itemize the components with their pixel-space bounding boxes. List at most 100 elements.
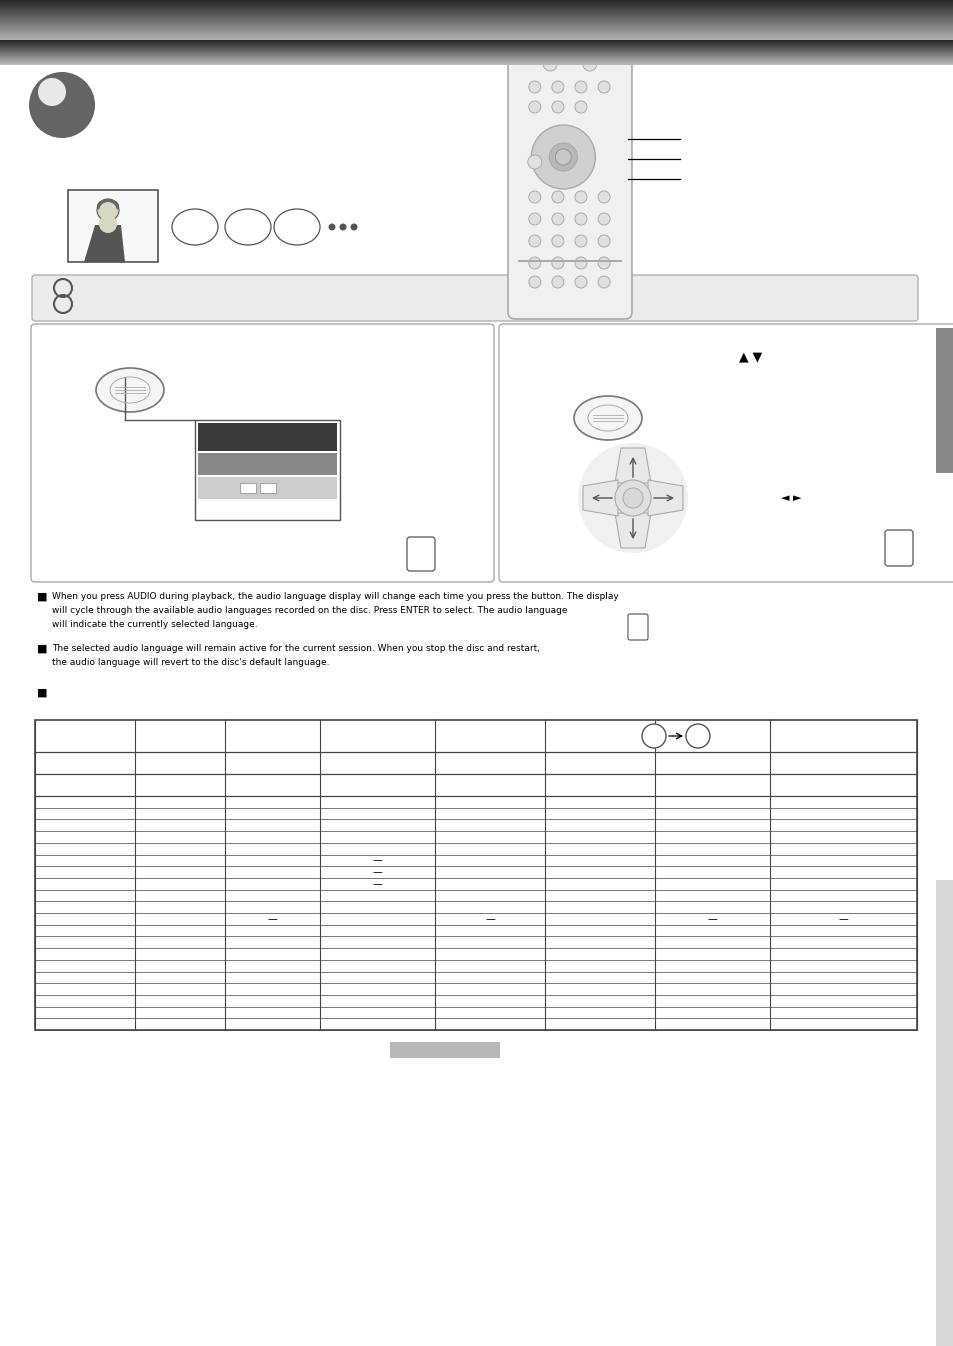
Circle shape	[575, 101, 586, 113]
Circle shape	[47, 90, 77, 120]
Circle shape	[38, 78, 66, 106]
Ellipse shape	[225, 209, 271, 245]
Circle shape	[38, 81, 86, 129]
Circle shape	[51, 94, 73, 116]
Bar	[68, 190, 158, 262]
Circle shape	[552, 276, 563, 288]
Circle shape	[99, 215, 117, 233]
Circle shape	[542, 57, 557, 71]
Ellipse shape	[96, 367, 164, 412]
Circle shape	[339, 223, 346, 230]
Circle shape	[35, 78, 89, 132]
Circle shape	[57, 101, 67, 109]
Circle shape	[328, 223, 335, 230]
Text: will indicate the currently selected language.: will indicate the currently selected lan…	[52, 621, 257, 629]
Bar	[655, 752, 769, 774]
Circle shape	[552, 257, 563, 269]
Text: —: —	[373, 879, 382, 888]
Circle shape	[552, 101, 563, 113]
Text: ■: ■	[37, 688, 48, 699]
FancyBboxPatch shape	[627, 614, 647, 639]
Bar	[544, 752, 655, 774]
Bar	[319, 752, 435, 774]
Circle shape	[528, 236, 540, 248]
Text: the audio language will revert to the disc's default language.: the audio language will revert to the di…	[52, 658, 329, 668]
Circle shape	[641, 724, 665, 748]
Circle shape	[528, 81, 540, 93]
Circle shape	[578, 443, 687, 553]
Polygon shape	[615, 448, 650, 483]
Circle shape	[528, 257, 540, 269]
Circle shape	[575, 276, 586, 288]
Circle shape	[49, 92, 75, 118]
Circle shape	[97, 199, 119, 221]
Circle shape	[555, 149, 571, 166]
Circle shape	[99, 202, 117, 219]
Text: ■: ■	[37, 643, 48, 654]
Text: —: —	[485, 914, 495, 923]
Ellipse shape	[274, 209, 319, 245]
Text: ■: ■	[37, 592, 48, 602]
Bar	[319, 795, 435, 808]
Bar	[240, 483, 255, 493]
Circle shape	[598, 81, 610, 93]
Circle shape	[598, 213, 610, 225]
Bar	[769, 795, 916, 808]
Circle shape	[575, 257, 586, 269]
Circle shape	[31, 74, 92, 136]
Text: —: —	[707, 914, 717, 923]
Circle shape	[575, 191, 586, 203]
Circle shape	[528, 191, 540, 203]
Polygon shape	[647, 481, 682, 516]
Bar	[194, 420, 339, 520]
Polygon shape	[582, 481, 618, 516]
Circle shape	[528, 276, 540, 288]
Circle shape	[531, 125, 595, 188]
Circle shape	[33, 77, 91, 133]
Text: The selected audio language will remain active for the current session. When you: The selected audio language will remain …	[52, 643, 539, 653]
Text: ▲ ▼: ▲ ▼	[739, 350, 761, 363]
Text: will cycle through the available audio languages recorded on the disc. Press ENT: will cycle through the available audio l…	[52, 606, 567, 615]
Bar	[198, 423, 336, 451]
Circle shape	[582, 57, 597, 71]
Bar	[517, 260, 621, 261]
Circle shape	[622, 489, 642, 507]
Polygon shape	[615, 513, 650, 548]
Circle shape	[60, 102, 64, 108]
Bar	[935, 880, 953, 1346]
Circle shape	[350, 223, 357, 230]
FancyBboxPatch shape	[32, 275, 917, 320]
Bar	[198, 454, 336, 475]
Text: ◄ ►: ◄ ►	[780, 493, 801, 503]
FancyBboxPatch shape	[30, 324, 494, 581]
Bar	[655, 795, 769, 808]
Circle shape	[528, 101, 540, 113]
Circle shape	[55, 98, 69, 112]
Circle shape	[29, 71, 95, 139]
Circle shape	[615, 481, 650, 516]
Circle shape	[598, 257, 610, 269]
FancyBboxPatch shape	[498, 324, 953, 581]
Ellipse shape	[172, 209, 218, 245]
Bar	[769, 752, 916, 774]
Circle shape	[552, 213, 563, 225]
Ellipse shape	[574, 396, 641, 440]
Circle shape	[552, 236, 563, 248]
Ellipse shape	[97, 199, 119, 213]
Circle shape	[552, 191, 563, 203]
Bar	[35, 720, 916, 1030]
Bar	[198, 476, 336, 499]
Circle shape	[40, 83, 84, 127]
Text: —: —	[373, 867, 382, 878]
Circle shape	[527, 155, 541, 170]
Circle shape	[42, 85, 82, 125]
Bar	[390, 1042, 499, 1058]
Circle shape	[598, 276, 610, 288]
FancyBboxPatch shape	[884, 530, 912, 567]
Bar	[935, 328, 953, 472]
Circle shape	[598, 236, 610, 248]
Bar	[544, 795, 655, 808]
Circle shape	[685, 724, 709, 748]
Circle shape	[552, 81, 563, 93]
Text: When you press AUDIO during playback, the audio language display will change eac: When you press AUDIO during playback, th…	[52, 592, 618, 602]
